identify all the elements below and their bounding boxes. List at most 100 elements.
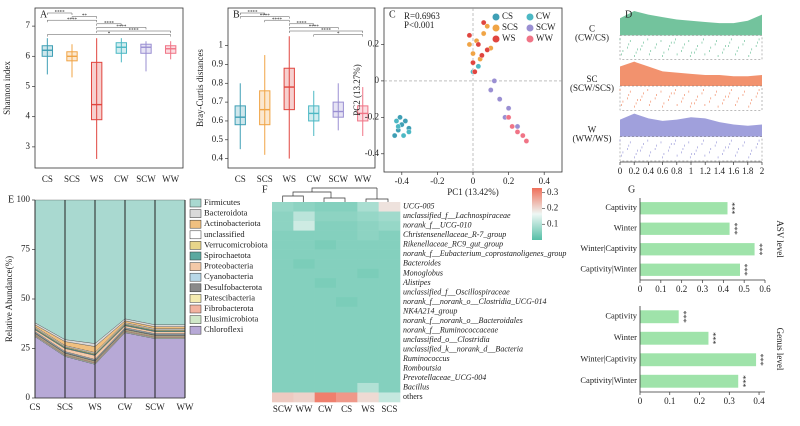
point — [466, 41, 473, 48]
point — [505, 114, 512, 121]
heat-cell — [378, 249, 401, 260]
x-tick-label: WW — [162, 174, 179, 184]
heat-cell — [293, 230, 315, 241]
significance-bracket — [96, 23, 122, 26]
legend-label: Bacteroidota — [204, 208, 248, 218]
heat-cell — [272, 316, 294, 327]
column-label: SCS — [381, 404, 397, 414]
point — [509, 123, 515, 130]
heat-cell — [357, 392, 379, 403]
heat-cell — [272, 221, 294, 231]
heat-cell — [336, 211, 358, 222]
heat-cell — [314, 325, 337, 336]
significance-bracket — [240, 16, 290, 19]
heat-cell — [336, 392, 358, 403]
heat-cell — [357, 278, 379, 289]
row-label: Rikenellaceae_RC9_gut_group — [402, 240, 503, 249]
x-tick-label: 0 — [471, 176, 476, 186]
density-area — [620, 11, 762, 36]
y-tick-label: 25 — [21, 343, 31, 353]
legend-marker — [526, 35, 534, 43]
panel-letter: F — [262, 184, 268, 195]
significance-bracket — [47, 19, 97, 23]
stacked-area — [34, 199, 186, 344]
legend-swatch — [189, 304, 202, 314]
panel-letter: A — [40, 9, 48, 20]
legend-label: Cyanobacteria — [204, 271, 253, 281]
row-label: norank_f__Eubacterium_coprostanoligenes_… — [403, 249, 566, 258]
rug-region — [619, 136, 763, 162]
x-tick-label: SCS — [57, 402, 73, 412]
y-tick-label: 4 — [26, 111, 31, 121]
significance-label: **** — [309, 25, 320, 30]
heat-cell — [272, 249, 294, 260]
row-label: Bacillus — [403, 383, 429, 392]
heat-cell — [357, 211, 379, 222]
heat-cell — [272, 335, 294, 346]
legend-label: Firmicutes — [204, 197, 240, 207]
x-tick-label: 0.2 — [503, 176, 514, 186]
point — [484, 23, 491, 30]
y-tick-label: 0.4 — [212, 153, 224, 163]
heat-cell — [293, 297, 315, 308]
heat-cell — [357, 306, 379, 317]
heat-cell — [293, 259, 315, 269]
heat-cell — [336, 325, 358, 336]
heat-cell — [314, 344, 337, 355]
heat-cell — [378, 316, 401, 327]
density-area — [620, 61, 762, 86]
x-tick-label: 0.3 — [697, 284, 709, 294]
heat-cell — [272, 392, 294, 403]
x-tick-label: SCW — [328, 174, 348, 184]
y-tick-label: 0 — [375, 75, 380, 85]
category-label: Captivity|Winter — [580, 375, 637, 385]
row-label: unclassified_o__Clostridia — [403, 335, 490, 344]
heat-cell — [378, 240, 401, 250]
significance-bracket — [289, 27, 339, 30]
heat-cell — [378, 230, 401, 241]
heat-cell — [293, 278, 315, 289]
x-tick-label: -0.2 — [430, 176, 444, 186]
legend-label: Actinobacteriota — [204, 218, 261, 228]
ridge-label: (WW/WS) — [573, 134, 612, 144]
heat-cell — [314, 363, 337, 374]
point — [466, 32, 473, 39]
heat-cell — [314, 278, 337, 289]
point — [496, 96, 503, 102]
legend-swatch — [189, 219, 202, 229]
legend-marker — [492, 24, 500, 32]
legend-label: SCW — [536, 22, 556, 32]
significance-label: *** — [679, 311, 688, 323]
significance-label: **** — [55, 11, 66, 16]
significance-bracket — [96, 27, 147, 30]
legend-label: Desulfobacterota — [204, 282, 262, 292]
plot-frame — [34, 7, 184, 169]
point — [470, 59, 476, 66]
heat-cell — [314, 287, 337, 298]
point — [514, 129, 521, 135]
legend-label: CW — [536, 11, 551, 21]
legend-swatch — [189, 294, 202, 303]
x-tick-label: CW — [307, 174, 322, 184]
heat-cell — [314, 211, 337, 222]
heat-cell — [272, 373, 294, 384]
heat-cell — [314, 259, 337, 269]
point — [484, 47, 491, 53]
x-tick-label: 0.5 — [739, 284, 751, 294]
x-tick-label: 0.2 — [629, 166, 640, 176]
box — [41, 45, 54, 57]
heat-cell — [336, 316, 358, 327]
box — [259, 90, 271, 126]
point — [471, 68, 478, 75]
heat-cell — [314, 335, 337, 346]
y-axis-title: Shannon index — [2, 61, 12, 115]
heat-cell — [378, 335, 401, 346]
box — [234, 105, 246, 126]
legend-label: WW — [536, 33, 553, 43]
x-tick-label: CS — [42, 174, 53, 184]
significance-label: **** — [272, 18, 283, 23]
x-tick-label: 0 — [618, 166, 623, 176]
x-tick-label: 0.6 — [759, 284, 771, 294]
significance-label: * — [108, 32, 111, 37]
point — [393, 118, 400, 124]
